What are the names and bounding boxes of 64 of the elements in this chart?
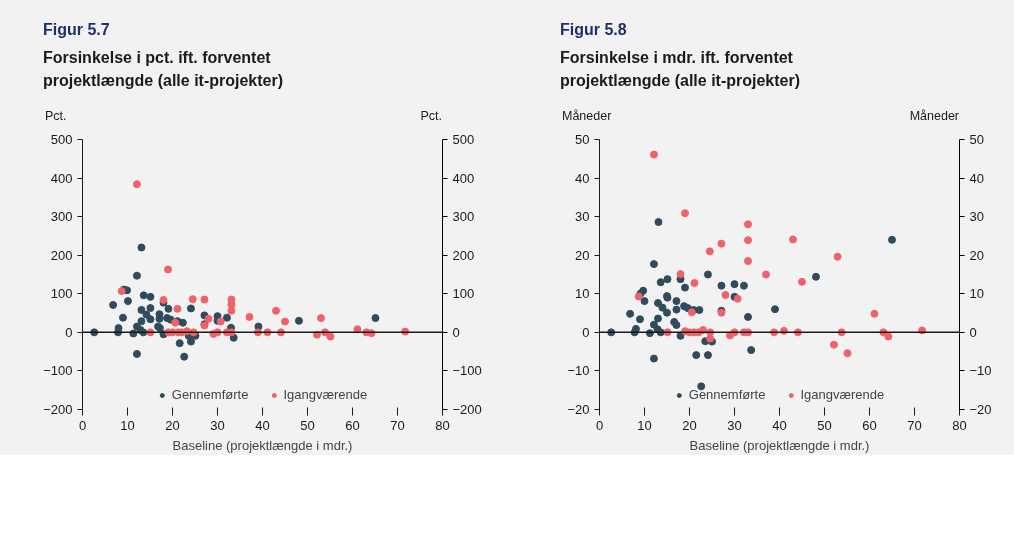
- chart-title: Figur 5.7: [43, 20, 111, 40]
- x-tick-label: 70: [390, 417, 405, 433]
- y-tick-label: 40: [575, 170, 590, 186]
- y-tick-label: 400: [50, 170, 73, 186]
- chart-title: Figur 5.8: [560, 20, 628, 40]
- y2-tick-label: 400: [452, 170, 475, 186]
- y2-tick-label: 30: [969, 208, 984, 224]
- legend-label: Gennemførte: [688, 387, 766, 403]
- x-tick-label: 50: [817, 417, 832, 433]
- x-tick-label: 20: [165, 417, 180, 433]
- y-tick-label: 50: [575, 131, 590, 147]
- y2-axis-title: Pct.: [420, 107, 442, 125]
- y2-tick-label: −10: [969, 363, 992, 379]
- x-tick-label: 0: [78, 417, 87, 433]
- y-tick-label: 0: [65, 324, 73, 340]
- y-axis-title: Måneder: [562, 107, 612, 125]
- y2-tick-label: −20: [969, 401, 992, 417]
- x-axis-title: Baseline (projektlængde i mdr.): [172, 437, 353, 453]
- y2-tick-label: 10: [969, 285, 984, 301]
- x-tick-label: 30: [727, 417, 742, 433]
- x-tick-label: 40: [255, 417, 270, 433]
- chart-subtitle: Forsinkelse i mdr. ift. forventet projektlængde (alle it-projekter): [560, 47, 802, 91]
- y-tick-label: 30: [575, 208, 590, 224]
- y2-axis-title: Måneder: [909, 107, 959, 125]
- y2-tick-label: 200: [452, 247, 475, 263]
- y-tick-label: 20: [575, 247, 590, 263]
- legend-label: Igangværende: [800, 387, 885, 403]
- x-tick-label: 40: [772, 417, 787, 433]
- x-tick-label: 60: [862, 417, 877, 433]
- x-tick-label: 0: [595, 417, 604, 433]
- y-tick-label: 10: [575, 285, 590, 301]
- x-tick-label: 80: [952, 417, 967, 433]
- legend-label: Igangværende: [283, 387, 368, 403]
- x-tick-label: 10: [120, 417, 135, 433]
- y2-tick-label: 50: [969, 131, 984, 147]
- y2-tick-label: 100: [452, 285, 475, 301]
- x-tick-label: 60: [345, 417, 360, 433]
- legend-label: Gennemførte: [171, 387, 249, 403]
- x-tick-label: 50: [300, 417, 315, 433]
- x-tick-label: 80: [435, 417, 450, 433]
- y2-tick-label: 0: [452, 324, 460, 340]
- y-tick-label: 500: [50, 131, 73, 147]
- x-tick-label: 30: [210, 417, 225, 433]
- x-tick-label: 20: [682, 417, 697, 433]
- x-tick-label: 10: [637, 417, 652, 433]
- y-tick-label: 300: [50, 208, 73, 224]
- y-tick-label: −100: [43, 363, 73, 379]
- y-axis-title: Pct.: [45, 107, 67, 125]
- y-tick-label: −10: [567, 363, 590, 379]
- y-tick-label: −200: [43, 401, 73, 417]
- y-tick-label: 100: [50, 285, 73, 301]
- x-tick-label: 70: [907, 417, 922, 433]
- y2-tick-label: −100: [452, 363, 482, 379]
- x-axis-title: Baseline (projektlængde i mdr.): [689, 437, 870, 453]
- y2-tick-label: 20: [969, 247, 984, 263]
- y2-tick-label: 300: [452, 208, 475, 224]
- y-tick-label: 0: [582, 324, 590, 340]
- chart-subtitle: Forsinkelse i pct. ift. forventet projektlængde (alle it-projekter): [43, 47, 285, 91]
- y2-tick-label: 0: [969, 324, 977, 340]
- y2-tick-label: 40: [969, 170, 984, 186]
- y-tick-label: 200: [50, 247, 73, 263]
- y-tick-label: −20: [567, 401, 590, 417]
- y2-tick-label: 500: [452, 131, 475, 147]
- y2-tick-label: −200: [452, 401, 482, 417]
